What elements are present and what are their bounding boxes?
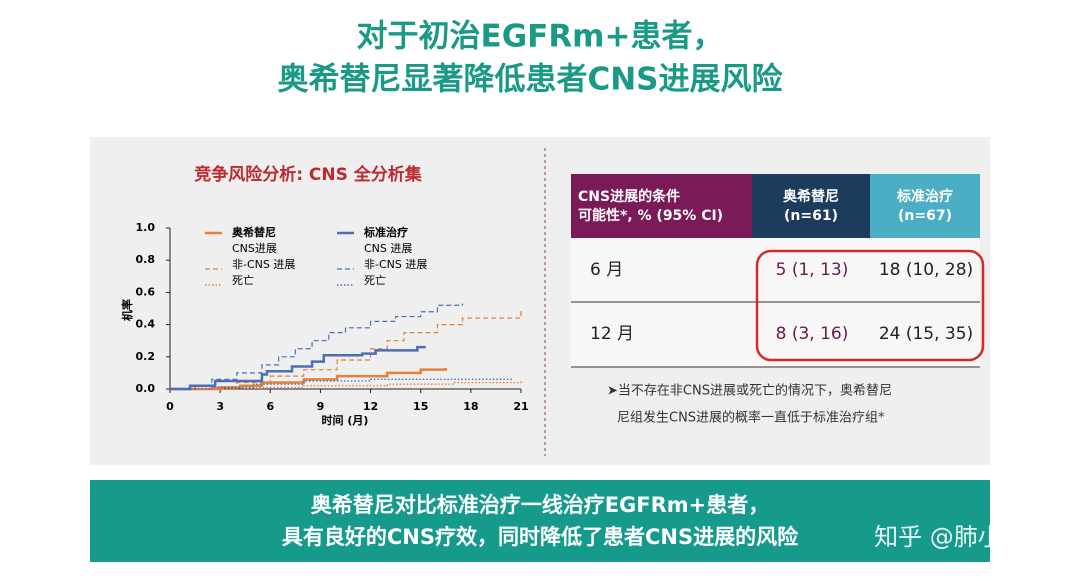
header-text: CNS进展的条件 (578, 188, 680, 205)
cell: 8 (3, 16) (776, 324, 849, 344)
legend-group: 标准治疗 (363, 225, 408, 239)
legend-group: 奥希替尼 (231, 225, 276, 239)
x-tick-label: 21 (513, 400, 528, 413)
legend-label: CNS进展 (232, 242, 277, 255)
cell: 6 月 (590, 260, 623, 280)
header-text: 标准治疗 (896, 188, 953, 205)
header-cell (571, 174, 752, 238)
x-tick-label: 18 (463, 400, 478, 413)
x-tick-label: 0 (166, 400, 174, 413)
title: 对于初治EGFRm+患者， (357, 19, 724, 55)
cell: 5 (1, 13) (776, 260, 849, 280)
header-text: 奥希替尼 (783, 188, 839, 205)
y-tick-label: 0.4 (136, 318, 156, 331)
y-tick-label: 0.0 (136, 382, 156, 395)
watermark: 知乎 @肺小友 (874, 523, 1026, 551)
step-line (170, 345, 426, 391)
cell: 24 (15, 35) (879, 324, 973, 344)
y-tick-label: 0.2 (136, 350, 156, 363)
note: ➤当不存在非CNS进展或死亡的情况下，奥希替尼 (607, 383, 892, 399)
banner-text: 奥希替尼对比标准治疗一线治疗EGFRm+患者， (311, 493, 770, 517)
step-line (170, 303, 464, 390)
legend-label: 非-CNS 进展 (364, 258, 427, 271)
legend-label: 死亡 (364, 273, 386, 287)
header-text: 可能性*, % (95% CI) (578, 207, 723, 224)
y-tick-label: 0.6 (136, 285, 156, 298)
banner (90, 480, 990, 562)
cell: 18 (10, 28) (879, 260, 973, 280)
header-text: (n=61) (784, 208, 838, 224)
x-axis-label: 时间 (月) (322, 413, 369, 427)
y-tick-label: 0.8 (136, 253, 156, 266)
chart-title: 竞争风险分析: CNS 全分析集 (194, 164, 423, 185)
x-tick-label: 12 (363, 400, 378, 413)
step-line (170, 378, 513, 390)
x-tick-label: 9 (317, 400, 325, 413)
title: 奥希替尼显著降低患者CNS进展风险 (277, 62, 783, 98)
x-tick-label: 3 (216, 400, 224, 413)
banner-text: 具有良好的CNS疗效，同时降低了患者CNS进展的风险 (282, 525, 799, 549)
legend-label: 死亡 (232, 273, 254, 287)
header-text: (n=67) (898, 208, 952, 224)
y-axis-label: 机率 (120, 299, 134, 321)
header-cell (870, 174, 980, 238)
step-line (170, 308, 522, 390)
x-tick-label: 6 (266, 400, 274, 413)
cell: 12 月 (590, 324, 634, 344)
plot: 0.0 0.2 0.4 0.6 0.8 1.0 0 3 6 9 12 15 18 21 奥希替尼 CNS进展非… (136, 221, 529, 413)
note: 尼组发生CNS进展的概率一直低于标准治疗组* (617, 410, 885, 426)
legend-label: 非-CNS 进展 (232, 258, 295, 271)
y-tick-label: 1.0 (136, 221, 156, 234)
x-tick-label: 15 (413, 400, 428, 413)
legend-label: CNS 进展 (364, 242, 412, 255)
highlight-box (755, 249, 985, 362)
header-cell (752, 174, 870, 238)
step-line (170, 380, 522, 390)
